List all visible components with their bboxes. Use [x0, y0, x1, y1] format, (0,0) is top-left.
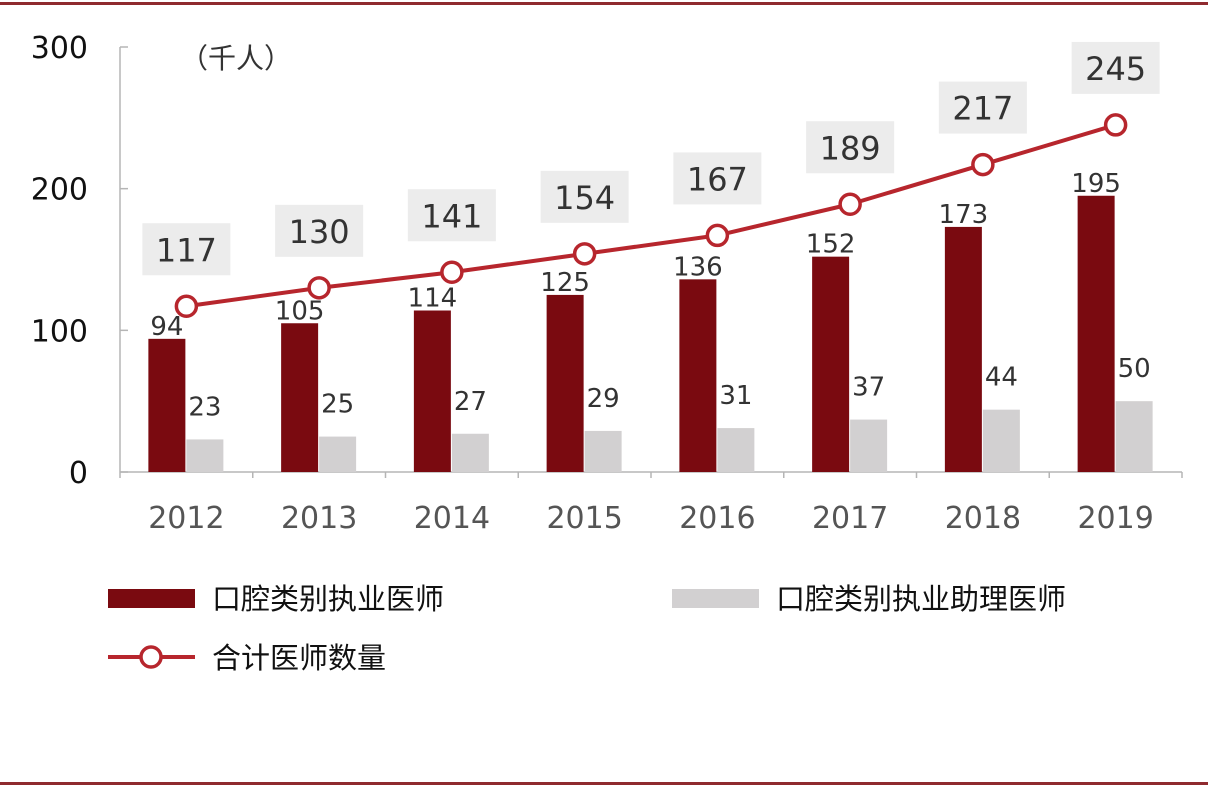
x-tick-label: 2015 [546, 501, 622, 536]
bar-2016-assistant [717, 428, 755, 472]
data-label-assistant: 50 [1118, 354, 1151, 384]
bar-2019-assistant [1115, 401, 1153, 472]
total-point-2015 [572, 242, 597, 266]
total-point-2019 [1103, 113, 1128, 137]
top-border-rule [0, 2, 1208, 5]
total-label-box [275, 204, 364, 257]
data-label-assistant: 37 [852, 373, 885, 403]
data-label-practicing: 105 [275, 296, 325, 326]
x-tick-label: 2013 [281, 501, 357, 536]
data-label-practicing: 94 [150, 312, 183, 342]
data-label-practicing: 152 [806, 230, 856, 260]
data-label-practicing: 114 [408, 284, 458, 314]
bar-2014-assistant [451, 433, 489, 472]
y-tick-label: 300 [31, 31, 88, 66]
legend-marker-total [139, 645, 163, 669]
total-data-label: 130 [289, 213, 350, 251]
total-point-2017 [838, 192, 862, 216]
x-tick-label: 2017 [812, 501, 888, 536]
total-data-label: 217 [952, 90, 1013, 128]
x-tick-label: 2012 [148, 501, 224, 536]
total-data-label: 154 [554, 179, 615, 217]
bar-2018-practicing [944, 226, 982, 472]
data-label-assistant: 44 [985, 363, 1018, 393]
total-data-label: 245 [1085, 50, 1146, 88]
data-label-assistant: 25 [321, 390, 354, 420]
bar-2013-assistant [319, 436, 357, 472]
total-point-2014 [440, 260, 464, 284]
total-label-box [1071, 41, 1160, 94]
bar-2015-practicing [546, 294, 584, 472]
bar-2013-practicing [281, 323, 319, 472]
data-label-assistant: 29 [587, 384, 620, 414]
legend-label-total: 合计医师数量 [212, 641, 386, 675]
y-tick-label: 0 [69, 456, 88, 491]
unit-label: （千人） [180, 42, 292, 75]
total-data-label: 189 [820, 129, 881, 167]
total-point-2016 [705, 223, 730, 248]
data-label-practicing: 125 [540, 268, 590, 298]
total-data-label: 167 [687, 160, 748, 198]
data-label-assistant: 23 [188, 392, 221, 422]
x-tick-label: 2016 [679, 501, 755, 536]
total-label-box [142, 223, 231, 276]
bar-2012-practicing [148, 338, 186, 472]
bar-2016-practicing [679, 279, 717, 472]
legend-label-practicing: 口腔类别执业医师 [212, 582, 444, 616]
total-data-label: 141 [421, 197, 482, 235]
x-tick-label: 2014 [414, 501, 490, 536]
total-point-2013 [307, 276, 331, 300]
bar-2015-assistant [584, 430, 622, 472]
total-label-box [938, 81, 1027, 134]
total-point-2018 [971, 152, 995, 177]
data-label-assistant: 31 [719, 381, 752, 411]
legend-swatch-practicing [108, 589, 195, 608]
data-label-practicing: 173 [939, 200, 989, 230]
data-label-practicing: 195 [1071, 169, 1121, 199]
total-label-box [540, 170, 629, 223]
bottom-border-rule [0, 782, 1208, 785]
bar-2018-assistant [982, 409, 1020, 472]
total-data-label: 117 [156, 231, 217, 269]
data-label-practicing: 136 [673, 252, 723, 282]
bar-2017-practicing [812, 256, 850, 472]
legend-label-assistant: 口腔类别执业助理医师 [776, 582, 1066, 616]
data-label-assistant: 27 [454, 387, 487, 417]
total-label-box [806, 121, 895, 174]
bar-2014-practicing [413, 310, 451, 472]
total-label-box [407, 189, 496, 242]
x-tick-label: 2018 [945, 501, 1021, 536]
total-label-box [673, 152, 762, 205]
total-point-2012 [174, 294, 199, 318]
y-tick-label: 200 [31, 173, 88, 208]
x-tick-label: 2019 [1077, 501, 1153, 536]
bar-2017-assistant [850, 419, 888, 472]
bar-2019-practicing [1077, 195, 1115, 472]
y-tick-label: 100 [31, 314, 88, 349]
bar-2012-assistant [186, 439, 224, 472]
total-doctors-line [186, 123, 1117, 309]
legend-swatch-assistant [672, 589, 759, 608]
